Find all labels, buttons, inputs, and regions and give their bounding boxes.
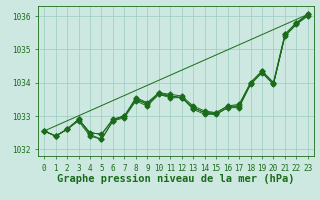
- X-axis label: Graphe pression niveau de la mer (hPa): Graphe pression niveau de la mer (hPa): [57, 174, 295, 184]
